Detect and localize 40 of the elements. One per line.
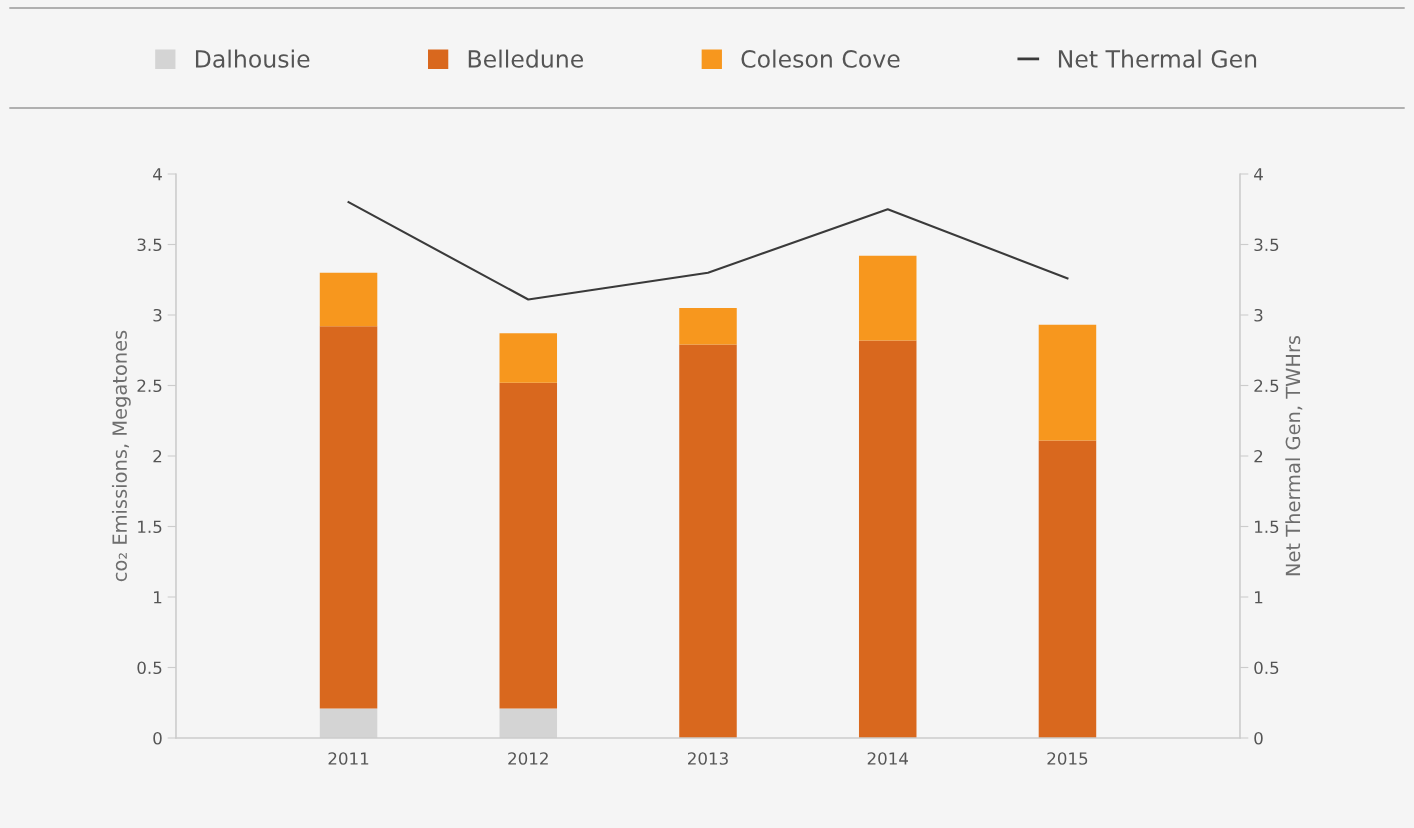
y2-tick-label: 2.5 (1254, 379, 1279, 393)
legend-label: Net Thermal Gen (1058, 49, 1257, 68)
y2-tick-label: 0.5 (1254, 661, 1279, 675)
bar (319, 272, 378, 327)
y2-tick-label: 4 (1254, 168, 1263, 181)
y-tick-label: 0.5 (137, 661, 162, 675)
y2-tick-label: 0 (1254, 731, 1263, 745)
bar (679, 307, 737, 345)
y-tick-label: 1 (154, 591, 162, 604)
x-tick-label: 2015 (1047, 752, 1088, 765)
y-tick-label: 2.5 (137, 379, 162, 393)
y-tick-label: 4 (153, 168, 162, 181)
y-tick-label: 1.5 (138, 520, 162, 534)
y2-tick-label: 3.5 (1254, 238, 1279, 252)
bar (679, 344, 737, 738)
legend-label: Coleson Cove (741, 49, 900, 68)
bar (499, 382, 558, 709)
bar (858, 255, 917, 341)
y-tick-label: 3.5 (137, 238, 162, 252)
y-tick-label: 2 (153, 449, 162, 463)
line-series (347, 201, 1069, 301)
y-tick-label: 0 (153, 731, 162, 745)
legend-label: Belledune (468, 49, 584, 68)
x-tick-label: 2011 (328, 752, 369, 765)
bar (319, 326, 378, 709)
x-tick-label: 2012 (508, 752, 548, 765)
y2-axis-title: Net Thermal Gen, TWHrs (1285, 335, 1303, 576)
y2-tick-label: 3 (1254, 308, 1263, 322)
x-tick-label: 2013 (688, 752, 728, 765)
y-axis-title: co₂ Emissions, Megatones (111, 330, 131, 582)
y2-tick-label: 2 (1254, 449, 1263, 463)
bar (1038, 324, 1097, 441)
y-tick-label: 3 (153, 308, 162, 322)
bar (858, 340, 917, 738)
bar (1038, 440, 1097, 738)
legend-label: Dalhousie (195, 49, 310, 68)
y2-tick-label: 1.5 (1255, 520, 1279, 534)
x-tick-label: 2014 (867, 752, 908, 765)
bar (499, 333, 558, 383)
y2-tick-label: 1 (1255, 591, 1263, 604)
